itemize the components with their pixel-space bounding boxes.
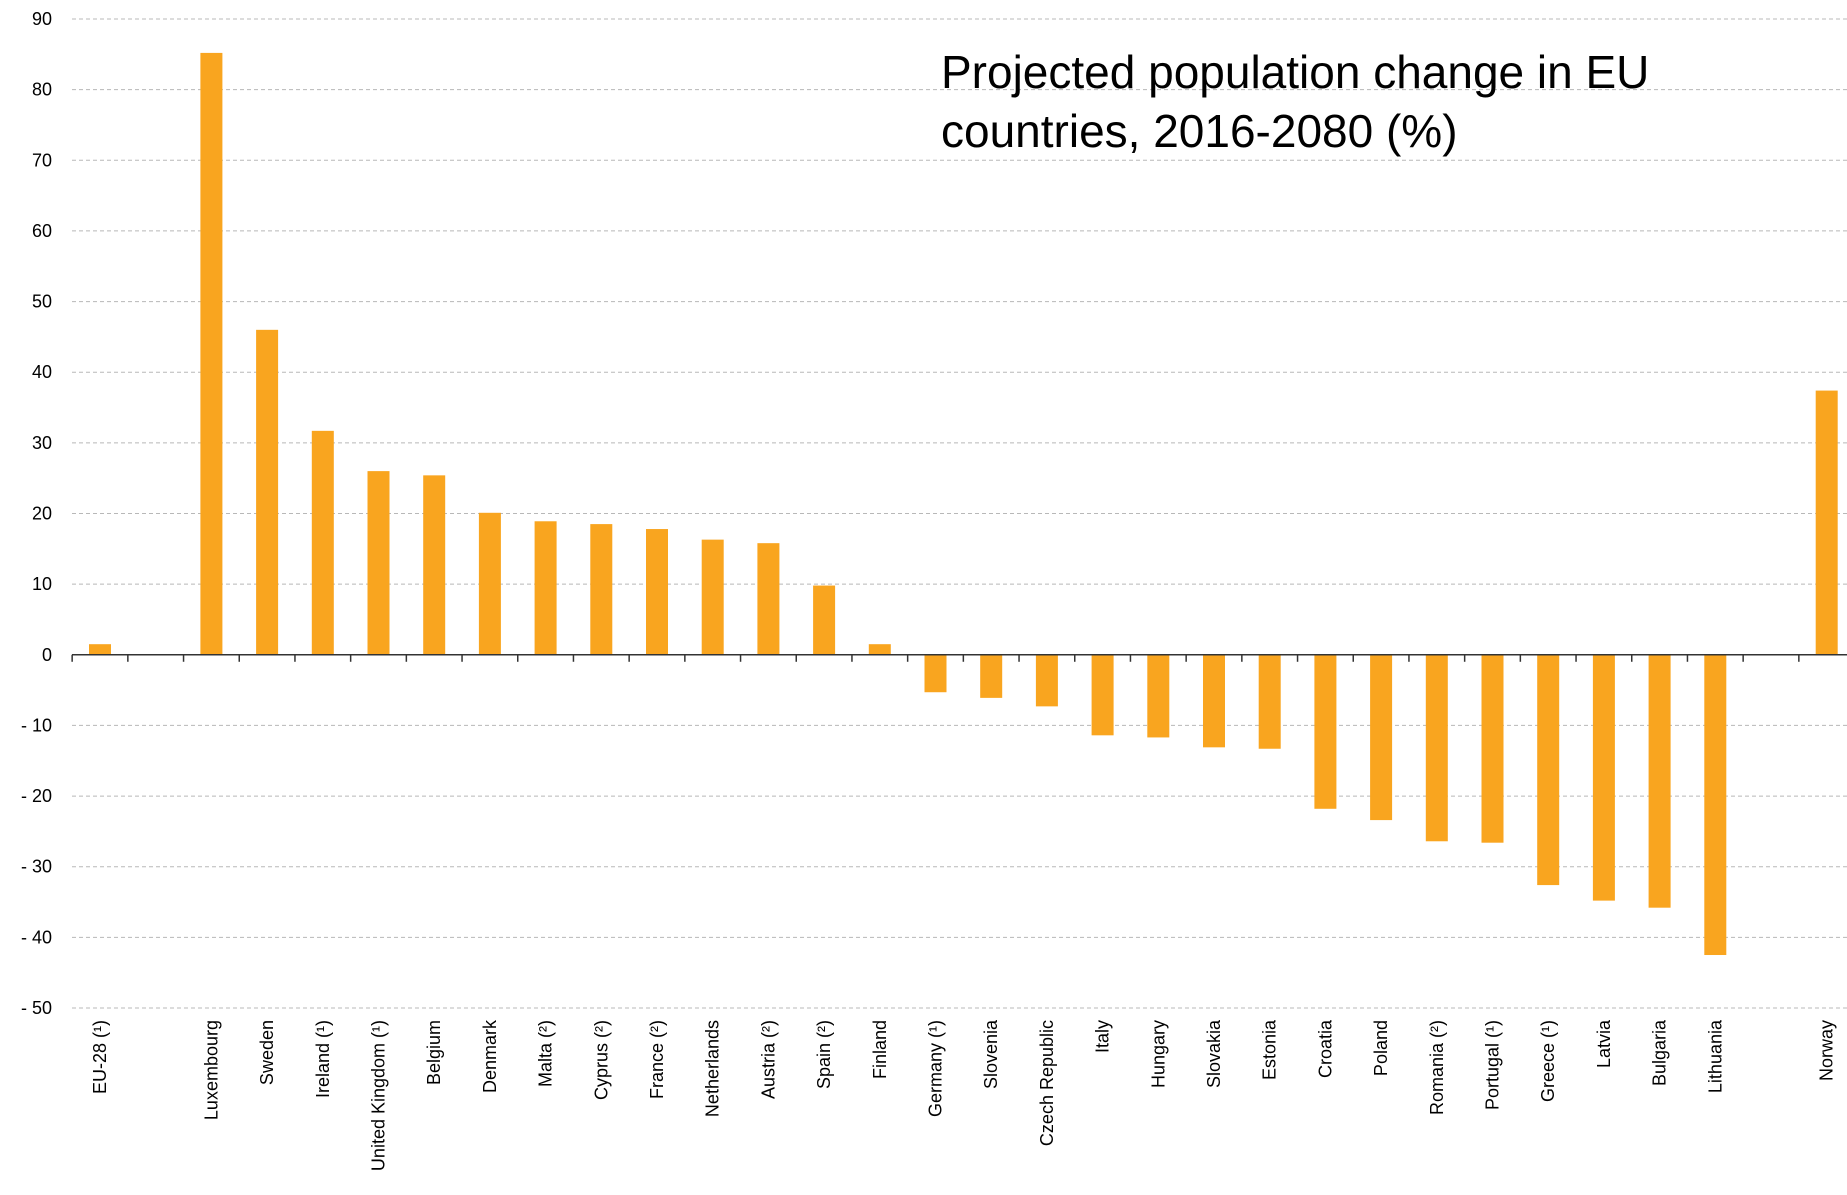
x-tick-label: United Kingdom (¹) [369, 1020, 389, 1171]
bar [311, 430, 334, 655]
bar [89, 644, 111, 655]
bar [256, 329, 279, 655]
y-tick-label: 70 [32, 150, 52, 170]
bar [980, 654, 1003, 698]
x-tick-label: Estonia [1260, 1019, 1280, 1080]
bar [868, 644, 891, 655]
x-tick-label: Malta (²) [536, 1020, 556, 1087]
x-tick-label: Hungary [1148, 1020, 1168, 1088]
x-tick-label: Croatia [1315, 1019, 1335, 1078]
x-tick-label: Poland [1371, 1020, 1391, 1076]
bar [646, 529, 668, 655]
y-tick-label: - 50 [21, 998, 52, 1018]
x-tick-label: Luxembourg [201, 1020, 221, 1120]
chart-title-line-2: countries, 2016-2080 (%) [941, 105, 1458, 157]
y-axis-ticks: 90 80 70 60 50 40 30 20 10 0 - 10 - 20 - 30 - 40 - 50 [21, 9, 52, 1018]
x-tick-label: Norway [1817, 1020, 1837, 1081]
gridlines [72, 18, 1847, 1009]
bar [423, 475, 446, 655]
bar [1258, 654, 1281, 749]
x-tick-label: Latvia [1594, 1019, 1614, 1068]
x-tick-label: EU-28 (¹) [90, 1020, 110, 1094]
bar [1091, 654, 1114, 736]
x-tick-label: Slovenia [981, 1019, 1001, 1089]
x-tick-label: Romania (²) [1427, 1020, 1447, 1115]
chart-title-line-1: Projected population change in EU [941, 46, 1649, 98]
bar [1370, 654, 1393, 821]
bars [89, 52, 1838, 956]
x-tick-label: Sweden [257, 1020, 277, 1085]
y-tick-label: 60 [32, 221, 52, 241]
x-tick-label: Bulgaria [1650, 1019, 1670, 1086]
y-tick-label: 80 [32, 80, 52, 100]
x-tick-label: Cyprus (²) [591, 1020, 611, 1100]
x-tick-label: Finland [870, 1020, 890, 1079]
bar [701, 539, 724, 655]
bar [1537, 654, 1560, 886]
x-tick-label: Germany (¹) [926, 1020, 946, 1117]
x-tick-label: Austria (²) [758, 1020, 778, 1099]
y-tick-label: 40 [32, 362, 52, 382]
x-tick-label: Lithuania [1705, 1019, 1725, 1093]
x-tick-label: Slovakia [1204, 1019, 1224, 1088]
x-tick-label: Spain (²) [814, 1020, 834, 1089]
y-tick-label: 30 [32, 433, 52, 453]
bar [924, 654, 947, 693]
y-tick-label: 0 [42, 645, 52, 665]
bar [1704, 654, 1727, 956]
bar [757, 543, 780, 655]
bar [813, 585, 836, 655]
y-tick-label: 10 [32, 574, 52, 594]
x-tick-label: France (²) [647, 1020, 667, 1099]
bar [1314, 654, 1337, 809]
bar [478, 512, 501, 655]
y-tick-label: 90 [32, 9, 52, 29]
x-tick-label: Greece (¹) [1538, 1020, 1558, 1102]
bar [200, 52, 223, 655]
bar [1425, 654, 1448, 842]
x-axis [71, 654, 1847, 662]
x-tick-label: Portugal (¹) [1483, 1020, 1503, 1110]
x-tick-label: Ireland (¹) [313, 1020, 333, 1098]
bar [1035, 654, 1058, 707]
x-tick-label: Denmark [480, 1019, 500, 1093]
y-tick-label: 50 [32, 292, 52, 312]
x-tick-label: Netherlands [703, 1020, 723, 1117]
y-tick-label: - 20 [21, 786, 52, 806]
bar [1648, 654, 1671, 908]
chart-title: Projected population change in EU countr… [941, 46, 1649, 157]
y-tick-label: - 10 [21, 715, 52, 735]
bar [367, 471, 390, 655]
x-axis-labels: EU-28 (¹) Luxembourg Sweden Ireland (¹) Unit… [90, 1019, 1837, 1171]
bar [1147, 654, 1170, 738]
x-tick-label: Belgium [424, 1020, 444, 1085]
bar [1203, 654, 1225, 748]
bar [590, 524, 613, 655]
x-tick-label: Italy [1093, 1020, 1113, 1053]
y-tick-label: - 30 [21, 857, 52, 877]
bar [1592, 654, 1615, 901]
y-tick-label: - 40 [21, 927, 52, 947]
bar [534, 521, 557, 655]
bar [1481, 654, 1504, 843]
y-tick-label: 20 [32, 504, 52, 524]
x-tick-label: Czech Republic [1037, 1020, 1057, 1146]
bar [1815, 390, 1838, 655]
